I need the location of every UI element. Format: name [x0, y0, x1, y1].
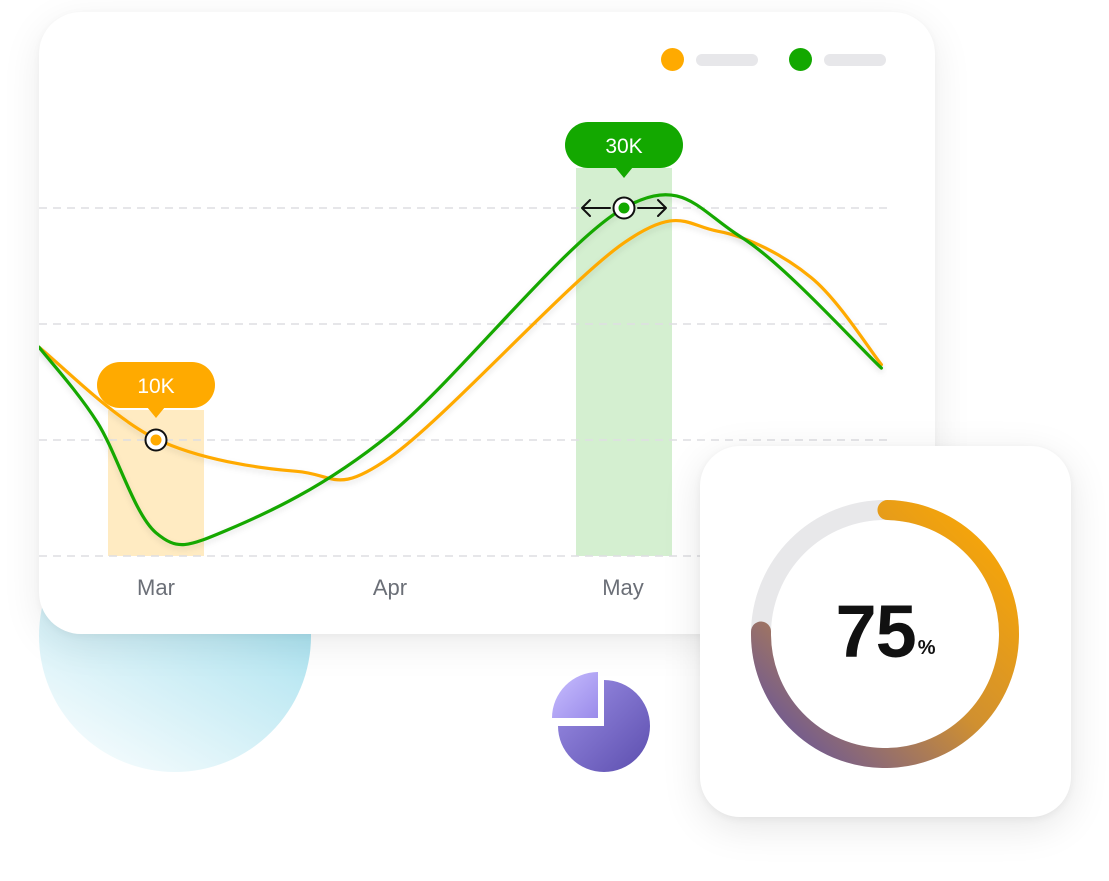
tooltip-pointer [615, 167, 633, 178]
legend-label-placeholder [824, 53, 886, 66]
highlight-band [576, 168, 672, 556]
line-chart: 10K 30K [39, 122, 887, 557]
x-tick-label: Apr [372, 575, 408, 600]
x-tick-label: Mar [137, 575, 175, 600]
gauge-value: 75 [835, 590, 916, 673]
arrow-left-icon [581, 199, 611, 217]
green-dot-icon [789, 48, 812, 71]
gauge-card: 75 % [700, 446, 1071, 817]
legend-label-placeholder [696, 53, 758, 66]
data-point [618, 202, 630, 214]
legend-item-green[interactable] [789, 48, 886, 71]
tooltip-pointer [147, 407, 165, 418]
progress-arc [751, 500, 1019, 768]
gauge-unit: % [917, 637, 936, 659]
series-line-1 [39, 218, 883, 482]
series-line-2 [39, 193, 883, 547]
tooltip-bubble [97, 362, 215, 408]
line-chart-card: 10K 30K Mar Apr May [39, 12, 935, 634]
arrow-right-icon [637, 199, 667, 217]
gauge-readout: 75 % [700, 446, 1071, 817]
progress-ring [751, 500, 1019, 768]
tooltip-label: 30K [605, 135, 642, 158]
tooltip-bubble [565, 122, 683, 168]
pie-chart-icon [552, 672, 650, 772]
data-point [150, 434, 162, 446]
x-tick-label: May [602, 575, 644, 600]
tooltip-label: 10K [137, 375, 174, 398]
orange-dot-icon [661, 48, 684, 71]
legend-item-orange[interactable] [661, 48, 758, 71]
